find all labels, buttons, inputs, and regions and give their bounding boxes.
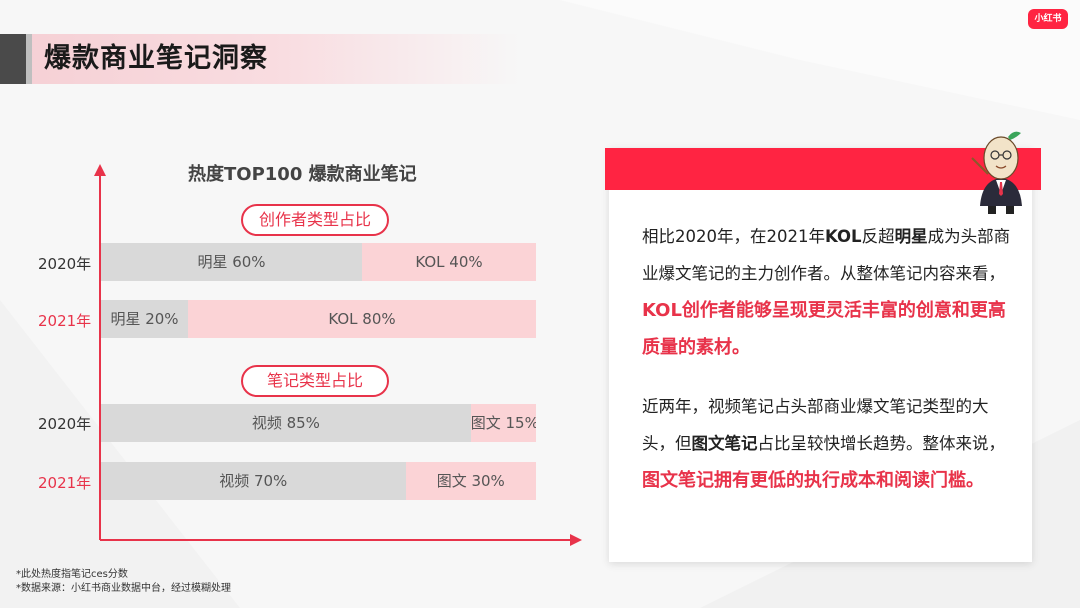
year-label: 2021年	[38, 474, 92, 492]
insight-paragraph-2: 近两年，视频笔记占头部商业爆文笔记类型的大头，但图文笔记占比呈较快增长趋势。整体…	[642, 397, 1005, 491]
stacked-bar: 明星 20% KOL 80%	[101, 300, 536, 338]
chart-title: 热度TOP100 爆款商业笔记	[188, 164, 417, 185]
bar-segment: 视频 70%	[101, 462, 406, 500]
group-label-creator: 创作者类型占比	[241, 204, 389, 236]
page-title: 爆款商业笔记洞察	[44, 43, 268, 74]
year-label: 2021年	[38, 312, 92, 330]
kol-emphasis: KOL	[824, 227, 862, 246]
insight-card	[609, 148, 1032, 562]
title-accent-dark	[0, 34, 26, 84]
bar-segment: 视频 85%	[101, 404, 471, 442]
chart-axes	[94, 164, 582, 546]
year-label: 2020年	[38, 415, 92, 433]
y-axis-arrow	[94, 164, 106, 176]
mascot-illustration	[971, 131, 1022, 214]
insight-card-header	[605, 148, 1041, 190]
stacked-bar: 明星 60% KOL 40%	[101, 243, 536, 281]
x-axis-arrow	[570, 534, 582, 546]
stacked-bar: 视频 85% 图文 15%	[101, 404, 536, 442]
insight-paragraph-1: 相比2020年，在2021年KOL反超明星成为头部商业爆文笔记的主力创作者。从整…	[642, 227, 1011, 358]
bar-segment: 图文 15%	[470, 404, 536, 442]
bar-segment: KOL 40%	[362, 243, 536, 281]
image-text-emphasis: 图文笔记	[691, 434, 758, 453]
footnote-heat: *此处热度指笔记ces分数	[16, 569, 128, 580]
image-text-highlight: 图文笔记拥有更低的执行成本和阅读门槛。	[642, 470, 984, 491]
title-banner	[0, 34, 520, 84]
bar-segment: 明星 20%	[101, 300, 188, 338]
stacked-bar: 视频 70% 图文 30%	[101, 462, 536, 500]
bar-segment: 图文 30%	[405, 462, 536, 500]
group-label-note-type: 笔记类型占比	[241, 365, 389, 397]
year-label: 2020年	[38, 255, 92, 273]
title-accent-light	[26, 34, 32, 84]
xiaohongshu-logo: 小红书	[1028, 9, 1068, 29]
celebrity-emphasis: 明星	[894, 227, 928, 246]
footnote-source: *数据来源：小红书商业数据中台，经过模糊处理	[16, 583, 231, 594]
kol-highlight: KOL创作者能够呈现更灵活丰富的创意和更高质量的素材。	[642, 300, 1006, 358]
bar-segment: 明星 60%	[101, 243, 362, 281]
bar-segment: KOL 80%	[188, 300, 536, 338]
